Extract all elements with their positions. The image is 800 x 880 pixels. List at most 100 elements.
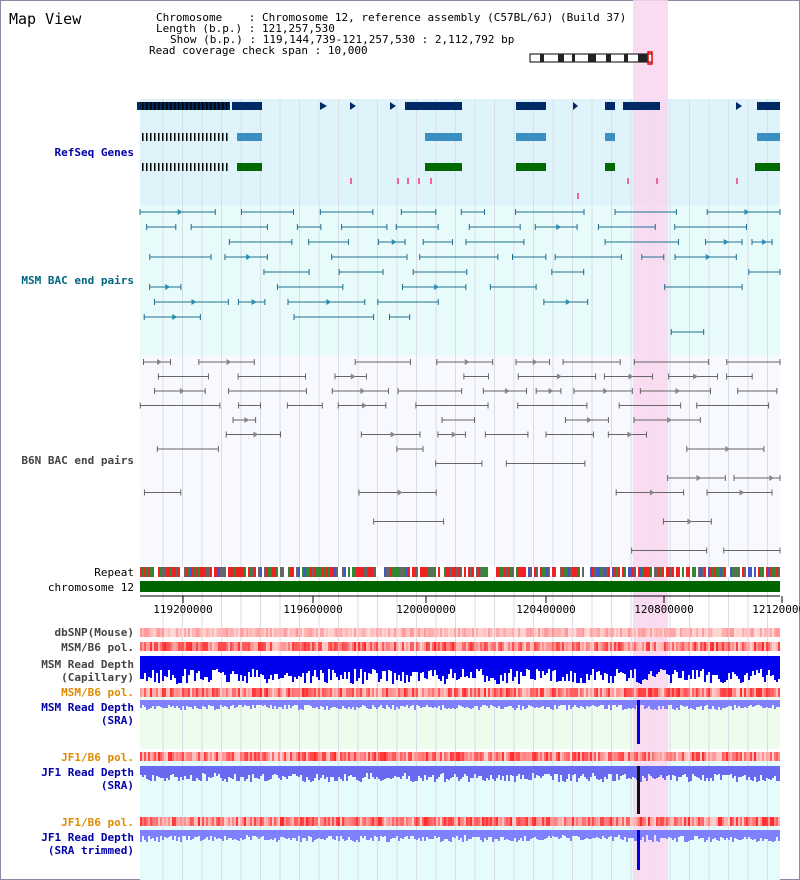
polymorphism-cell [326, 688, 328, 697]
polymorphism-cell [664, 642, 666, 651]
polymorphism-cell [748, 752, 750, 761]
polymorphism-cell [268, 817, 270, 826]
read-depth-bar [362, 830, 364, 838]
polymorphism-cell [162, 817, 164, 826]
repeat-mark [510, 567, 512, 577]
polymorphism-cell [330, 817, 332, 826]
polymorphism-cell [508, 817, 510, 826]
polymorphism-cell [456, 752, 458, 761]
read-depth-bar [662, 766, 664, 778]
read-depth-bar [754, 700, 756, 706]
read-depth-bar [242, 700, 244, 707]
polymorphism-cell [216, 688, 218, 697]
polymorphism-cell [458, 688, 460, 697]
read-depth-bar [442, 766, 444, 773]
polymorphism-cell [398, 642, 400, 651]
polymorphism-cell [638, 642, 640, 651]
polymorphism-cell [490, 628, 492, 637]
read-depth-bar [162, 830, 164, 840]
polymorphism-cell [462, 752, 464, 761]
polymorphism-cell [664, 688, 666, 697]
polymorphism-cell [638, 817, 640, 826]
read-depth-bar [176, 656, 178, 684]
read-depth-bar [272, 830, 274, 840]
polymorphism-cell [240, 688, 242, 697]
polymorphism-cell [194, 642, 196, 651]
track-label-b6n-bac[interactable]: B6N BAC end pairs [21, 454, 134, 467]
read-depth-bar [580, 766, 582, 776]
repeat-mark [740, 567, 742, 577]
read-depth-bar [492, 656, 494, 678]
polymorphism-cell [626, 752, 628, 761]
polymorphism-cell [176, 752, 178, 761]
read-depth-bar [620, 830, 622, 839]
read-depth-bar [286, 656, 288, 673]
polymorphism-cell [158, 642, 160, 651]
read-depth-bar [380, 766, 382, 781]
polymorphism-cell [542, 688, 544, 697]
read-depth-bar [234, 700, 236, 708]
info-span: Read coverage check span : 10,000 [149, 44, 368, 57]
polymorphism-cell [346, 752, 348, 761]
read-depth-bar [562, 766, 564, 781]
read-depth-bar [776, 766, 778, 781]
read-depth-bar [526, 700, 528, 708]
polymorphism-cell [200, 817, 202, 826]
polymorphism-cell [146, 642, 148, 651]
read-depth-bar [340, 656, 342, 675]
read-depth-bar [670, 766, 672, 780]
read-depth-bar [276, 700, 278, 709]
read-depth-bar [638, 656, 640, 683]
polymorphism-cell [760, 817, 762, 826]
polymorphism-cell [410, 817, 412, 826]
repeat-mark [762, 567, 764, 577]
polymorphism-cell [506, 752, 508, 761]
read-depth-bar [158, 830, 160, 842]
track-label-refseq[interactable]: RefSeq Genes [54, 146, 134, 159]
repeat-mark [494, 567, 496, 577]
polymorphism-cell [480, 642, 482, 651]
repeat-mark [416, 567, 418, 577]
repeat-mark [688, 567, 690, 577]
polymorphism-cell [736, 642, 738, 651]
read-depth-bar [296, 700, 298, 705]
polymorphism-cell [758, 642, 760, 651]
polymorphism-cell [684, 628, 686, 637]
repeat-mark [638, 567, 640, 577]
repeat-mark [356, 567, 358, 577]
repeat-mark [590, 567, 592, 577]
repeat-mark [388, 567, 390, 577]
read-depth-bar [140, 766, 142, 775]
repeat-mark [528, 567, 530, 577]
polymorphism-cell [252, 688, 254, 697]
read-depth-bar [402, 656, 404, 672]
polymorphism-cell [652, 628, 654, 637]
read-depth-bar [754, 656, 756, 675]
read-depth-bar [376, 700, 378, 709]
polymorphism-cell [362, 688, 364, 697]
polymorphism-cell [252, 817, 254, 826]
read-depth-bar [404, 766, 406, 773]
repeat-mark [172, 567, 174, 577]
polymorphism-cell [354, 688, 356, 697]
polymorphism-cell [166, 752, 168, 761]
axis-tick-label: 119600000 [283, 603, 343, 616]
track-label-msm-bac[interactable]: MSM BAC end pairs [21, 274, 134, 287]
polymorphism-cell [288, 688, 290, 697]
repeat-mark [560, 567, 562, 577]
read-depth-bar [382, 700, 384, 708]
repeat-mark [608, 567, 610, 577]
polymorphism-cell [558, 688, 560, 697]
repeat-mark [698, 567, 700, 577]
polymorphism-cell [420, 817, 422, 826]
read-depth-bar [218, 656, 220, 672]
polymorphism-cell [324, 752, 326, 761]
polymorphism-cell [356, 642, 358, 651]
polymorphism-cell [500, 688, 502, 697]
polymorphism-cell [436, 628, 438, 637]
read-depth-bar [318, 656, 320, 680]
repeat-mark [700, 567, 702, 577]
chromosome-bar [140, 581, 780, 592]
read-depth-bar [470, 656, 472, 672]
